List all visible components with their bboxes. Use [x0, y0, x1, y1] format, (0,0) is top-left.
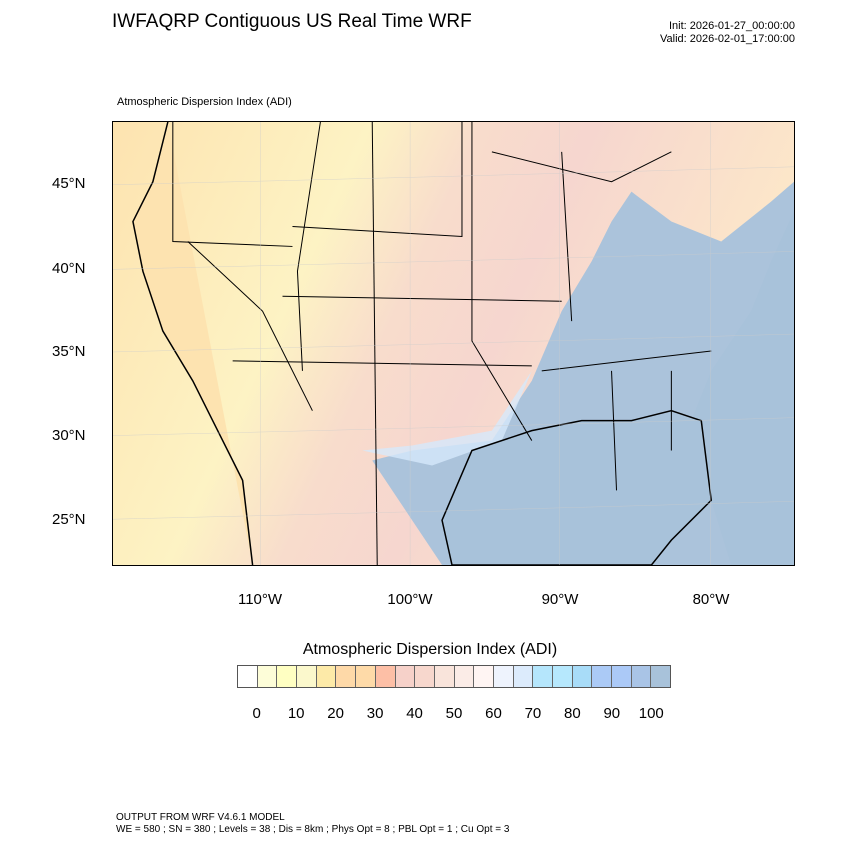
colorbar-swatch: [631, 666, 652, 687]
colorbar-label: 60: [485, 705, 502, 722]
colorbar-swatch: [415, 666, 435, 687]
colorbar-label: 50: [445, 705, 463, 722]
init-time: Init: 2026-01-27_00:00:00: [669, 20, 795, 32]
colorbar-swatch: [612, 666, 632, 687]
transition-region: [362, 321, 552, 466]
gulf-of-mexico: [441, 409, 713, 565]
colorbar-swatch: [572, 666, 593, 687]
colorbar-swatch: [297, 666, 317, 687]
colorbar-label: 10: [287, 705, 305, 722]
colorbar-swatch: [533, 666, 553, 687]
colorbar-swatch: [257, 666, 278, 687]
colorbar-swatch: [493, 666, 514, 687]
lat-label: 25°N: [52, 511, 86, 528]
colorbar-swatch: [592, 666, 613, 687]
colorbar: [237, 665, 671, 688]
lon-label: 90°W: [541, 591, 579, 608]
colorbar-swatch: [454, 666, 475, 687]
field-label: Atmospheric Dispersion Index (ADI): [117, 96, 292, 108]
model-config: WE = 580 ; SN = 380 ; Levels = 38 ; Dis …: [116, 824, 510, 835]
colorbar-swatch: [356, 666, 376, 687]
lat-label: 40°N: [52, 260, 86, 277]
lon-label: 80°W: [692, 591, 730, 608]
colorbar-label: 20: [327, 705, 344, 722]
atlantic-ocean: [691, 211, 794, 565]
colorbar-swatch: [238, 666, 258, 687]
plot-title: IWFAQRP Contiguous US Real Time WRF: [112, 11, 472, 32]
valid-time: Valid: 2026-02-01_17:00:00: [660, 33, 795, 45]
adi-map: [112, 121, 795, 566]
lat-label: 45°N: [52, 175, 86, 192]
colorbar-label: 40: [406, 705, 423, 722]
colorbar-label: 30: [366, 705, 384, 722]
colorbar-swatch: [474, 666, 494, 687]
colorbar-swatch: [434, 666, 455, 687]
model-info: OUTPUT FROM WRF V4.6.1 MODEL: [116, 812, 285, 823]
colorbar-swatch: [651, 666, 671, 687]
lat-label: 30°N: [52, 427, 86, 444]
colorbar-swatch: [553, 666, 573, 687]
colorbar-swatch: [336, 666, 357, 687]
colorbar-label: 90: [603, 705, 621, 722]
lon-label: 110°W: [237, 591, 283, 608]
colorbar-swatch: [395, 666, 416, 687]
pacific-ocean: [132, 122, 254, 565]
colorbar-label: 0: [252, 705, 261, 722]
colorbar-swatch: [277, 666, 298, 687]
colorbar-title: Atmospheric Dispersion Index (ADI): [302, 641, 558, 658]
colorbar-swatch: [513, 666, 534, 687]
colorbar-label: 70: [524, 705, 542, 722]
colorbar-swatch: [375, 666, 396, 687]
state-borders: [172, 122, 712, 565]
colorbar-swatch: [316, 666, 337, 687]
colorbar-label: 80: [564, 705, 581, 722]
colorbar-label: 100: [638, 705, 664, 722]
lon-label: 100°W: [387, 591, 433, 608]
lat-label: 35°N: [52, 343, 86, 360]
